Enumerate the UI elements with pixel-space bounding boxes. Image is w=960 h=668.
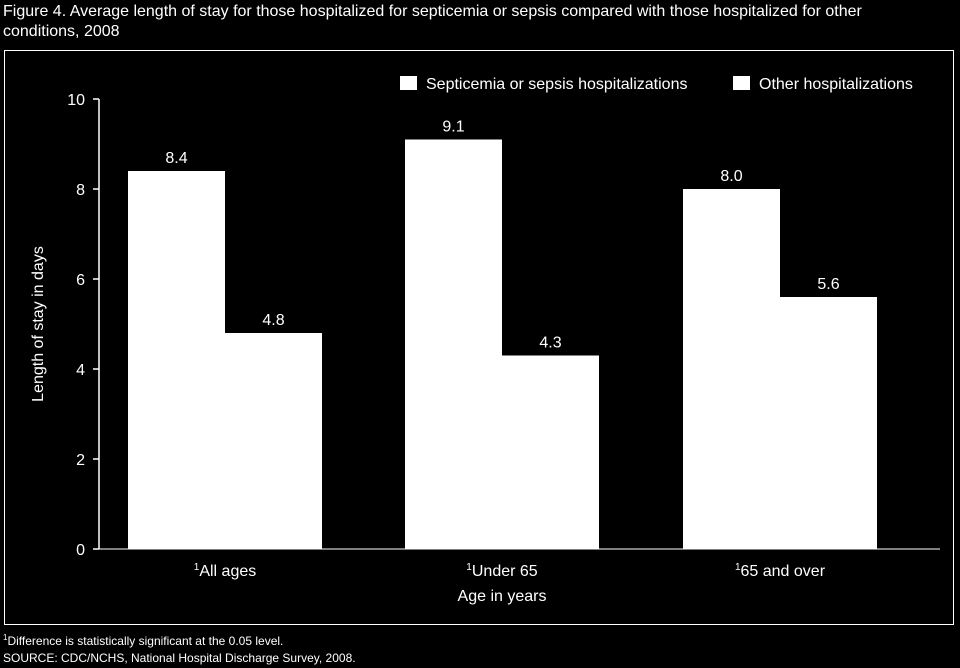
x-axis-title: Age in years — [458, 588, 547, 605]
y-tick-label: 10 — [67, 92, 85, 109]
x-tick-superscript: 1 — [735, 562, 741, 573]
legend-label: Other hospitalizations — [759, 76, 913, 93]
x-tick-superscript: 1 — [194, 562, 200, 573]
y-tick-label: 4 — [76, 362, 85, 379]
figure-title: Figure 4. Average length of stay for tho… — [3, 2, 953, 42]
figure-title-line-2: conditions, 2008 — [3, 23, 120, 40]
x-tick-label: 165 and over — [735, 562, 826, 580]
y-tick-label: 8 — [76, 182, 85, 199]
data-label: 8.0 — [720, 168, 742, 185]
legend-label: Septicemia or sepsis hospitalizations — [426, 76, 687, 93]
legend-swatch-other — [733, 76, 750, 90]
data-label: 8.4 — [165, 150, 187, 167]
bar-other-0 — [225, 333, 322, 549]
y-tick-label: 2 — [76, 452, 85, 469]
data-label: 4.3 — [539, 335, 561, 352]
source-note: SOURCE: CDC/NCHS, National Hospital Disc… — [3, 651, 356, 665]
bar-other-1 — [502, 355, 599, 549]
bar-septicemia-2 — [683, 189, 780, 549]
y-tick-label: 6 — [76, 272, 85, 289]
chart-frame: 0 2 4 6 8 10 Length of stay in days 8.4 4.8 1All … — [4, 50, 954, 625]
data-label: 9.1 — [442, 119, 464, 136]
figure-title-line-1: Figure 4. Average length of stay for tho… — [3, 3, 862, 20]
footnote-text: Difference is statistically significant … — [7, 634, 284, 648]
footnote-marker: 1 — [3, 633, 8, 642]
footnote: 1Difference is statistically significant… — [3, 631, 283, 648]
x-tick-text: 65 and over — [741, 563, 826, 580]
y-tick-label: 0 — [76, 542, 85, 559]
bar-septicemia-0 — [128, 171, 225, 549]
x-tick-text: Under 65 — [472, 563, 538, 580]
data-label: 4.8 — [262, 312, 284, 329]
x-tick-label: 1Under 65 — [466, 562, 537, 580]
bar-other-2 — [780, 297, 877, 549]
bar-septicemia-1 — [405, 139, 502, 549]
y-axis-title: Length of stay in days — [30, 246, 47, 402]
x-tick-superscript: 1 — [466, 562, 472, 573]
legend-swatch-septicemia — [400, 76, 417, 90]
x-tick-label: 1All ages — [194, 562, 256, 580]
x-tick-text: All ages — [199, 563, 256, 580]
data-label: 5.6 — [817, 276, 839, 293]
